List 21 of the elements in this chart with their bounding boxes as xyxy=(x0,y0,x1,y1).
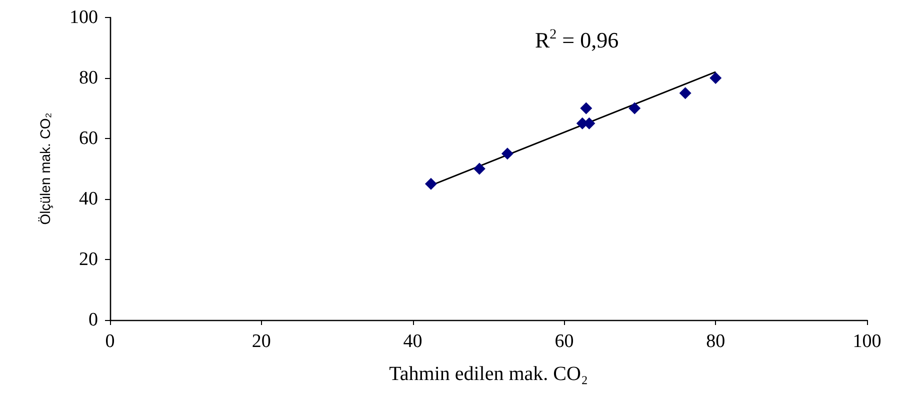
x-tick-label: 40 xyxy=(403,331,422,352)
point xyxy=(580,102,592,114)
y-axis-title: Ölçülen mak. CO₂ xyxy=(37,112,53,225)
point xyxy=(473,162,486,175)
y-tick-label: 40 xyxy=(79,188,98,210)
y-tick-label: 60 xyxy=(79,128,98,149)
y-tick-label: 100 xyxy=(70,7,98,28)
x-tick-label: 60 xyxy=(554,331,574,352)
point xyxy=(710,72,722,84)
x-tick-label: 0 xyxy=(105,331,115,352)
point xyxy=(628,102,641,114)
y-tick-label: 20 xyxy=(79,249,98,270)
x-axis-title: Tahmin edilen mak. CO₂ xyxy=(389,363,588,385)
point xyxy=(424,178,437,190)
x-tick-label: 100 xyxy=(852,331,882,352)
point xyxy=(679,87,692,100)
x-tick-label: 20 xyxy=(252,331,271,352)
point xyxy=(501,148,514,160)
y-tick-label: 0 xyxy=(88,310,98,330)
y-tick-label: 80 xyxy=(79,68,98,88)
x-tick-label: 80 xyxy=(706,331,726,352)
